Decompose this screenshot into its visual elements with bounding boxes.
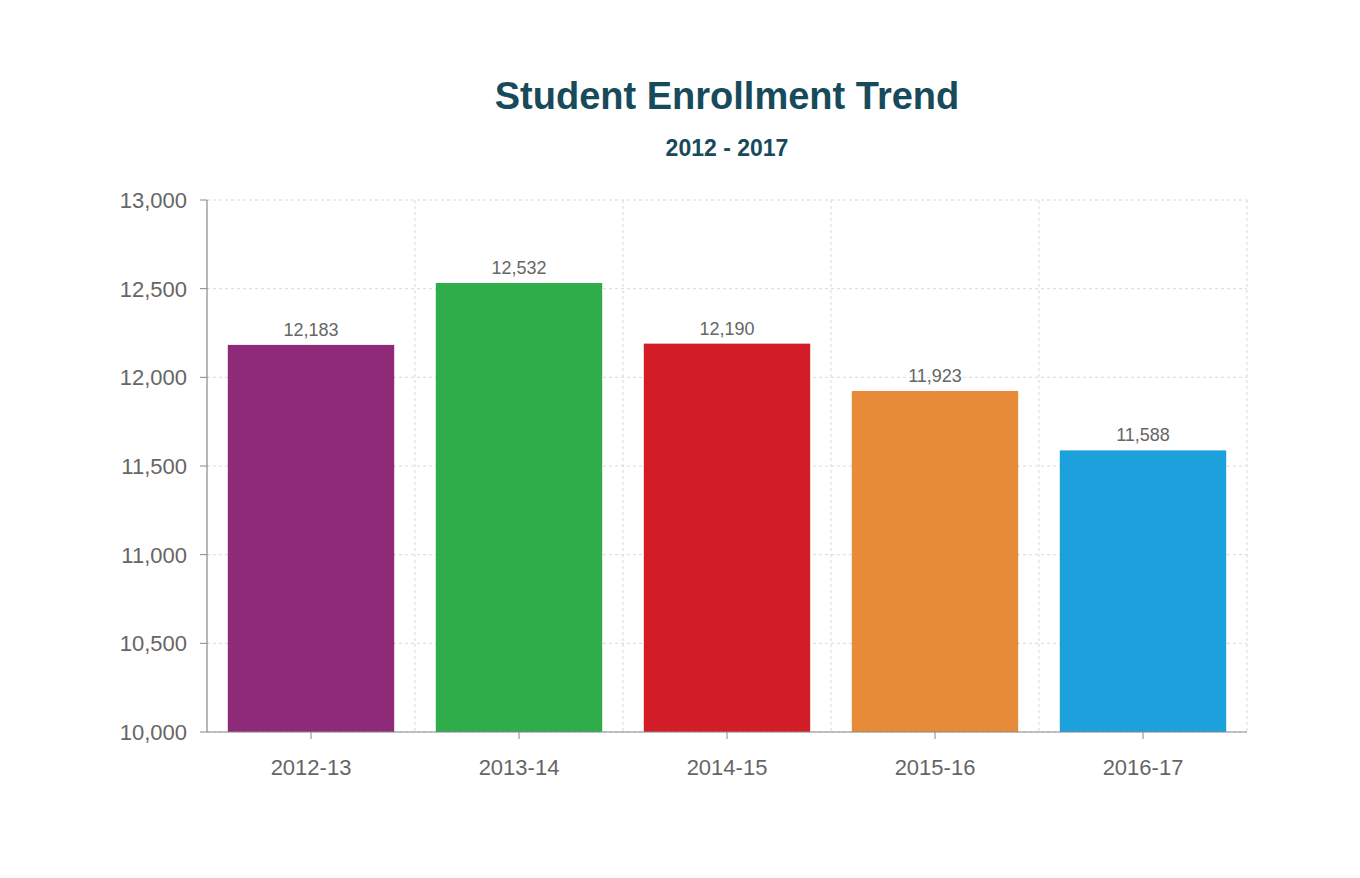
bar (1060, 450, 1226, 732)
data-label: 12,532 (491, 258, 546, 278)
x-tick (727, 732, 728, 739)
bar (644, 344, 810, 732)
x-tick (311, 732, 312, 739)
y-tick (200, 200, 207, 201)
bar (852, 391, 1018, 732)
title: Student Enrollment Trend (495, 75, 959, 117)
x-tick-label: 2015-16 (895, 755, 976, 780)
x-tick (519, 732, 520, 739)
page: {"chart_data": { "type": "bar", "title":… (0, 0, 1360, 878)
grid-line-vertical (831, 200, 832, 732)
data-label: 11,588 (1116, 425, 1170, 445)
grid-line-vertical (1039, 200, 1040, 732)
bar (228, 345, 394, 732)
bars (228, 283, 1226, 732)
x-tick-label: 2016-17 (1103, 755, 1184, 780)
data-label: 12,190 (699, 319, 754, 339)
y-tick-label: 11,000 (121, 543, 187, 568)
data-label: 12,183 (283, 320, 338, 340)
grid-line-vertical (1247, 200, 1248, 732)
grid-line (207, 288, 1247, 289)
chart: Student Enrollment Trend 2012 - 2017 10,00… (0, 0, 1360, 878)
grid-line (207, 200, 1247, 201)
y-tick (200, 377, 207, 378)
y-tick (200, 643, 207, 644)
y-tick (200, 554, 207, 555)
y-tick (200, 466, 207, 467)
y-tick-label: 12,500 (120, 277, 187, 302)
data-labels: 12,183 12,532 12,190 11,923 11,588 (283, 258, 1169, 445)
y-tick-label: 10,000 (120, 720, 187, 745)
y-tick-label: 13,000 (120, 188, 187, 213)
x-tick (935, 732, 936, 739)
bar (436, 283, 602, 732)
x-tick-label: 2013-14 (479, 755, 560, 780)
x-tick (1143, 732, 1144, 739)
y-tick (200, 288, 207, 289)
x-tick-label: 2014-15 (687, 755, 768, 780)
axes: 10,000 10,500 11,000 11,500 12,000 12,500 13,0… (120, 188, 1247, 780)
data-label: 11,923 (908, 366, 962, 386)
x-tick-label: 2012-13 (271, 755, 352, 780)
y-tick-label: 10,500 (120, 631, 187, 656)
y-tick (200, 732, 207, 733)
grid (207, 200, 1247, 732)
subtitle: 2012 - 2017 (666, 135, 789, 161)
y-tick-label: 12,000 (120, 365, 187, 390)
grid-line-vertical (415, 200, 416, 732)
y-tick-label: 11,500 (121, 454, 187, 479)
grid-line-vertical (623, 200, 624, 732)
